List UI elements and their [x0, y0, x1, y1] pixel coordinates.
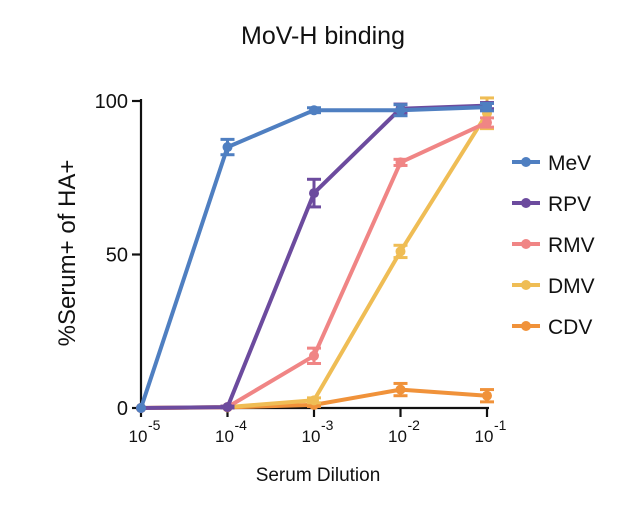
- x-tick-label-base: 10: [302, 427, 321, 446]
- x-tick-label-exponent: -1: [494, 417, 507, 433]
- data-point: [309, 395, 319, 406]
- legend-swatch-marker: [521, 239, 531, 249]
- x-tick-label-base: 10: [475, 427, 494, 446]
- legend: MeV RPV RMV DMV CDV: [512, 152, 595, 339]
- legend-item-mev: MeV: [512, 152, 591, 175]
- data-point: [136, 403, 146, 413]
- legend-swatch-marker: [521, 321, 531, 331]
- data-point: [222, 402, 233, 413]
- x-tick-label-base: 10: [388, 427, 407, 446]
- legend-label: DMV: [548, 275, 595, 298]
- legend-item-rmv: RMV: [512, 234, 595, 257]
- legend-label: RPV: [548, 193, 591, 216]
- data-point: [395, 246, 406, 257]
- data-point: [309, 105, 319, 116]
- x-tick-label-exponent: -4: [235, 417, 248, 433]
- y-tick-label: 0: [117, 398, 128, 420]
- legend-item-cdv: CDV: [512, 316, 592, 339]
- x-tick-label-exponent: -5: [148, 417, 161, 433]
- data-point: [309, 188, 319, 199]
- legend-swatch-marker: [521, 198, 531, 208]
- y-axis-label: %Serum+ of HA+: [54, 160, 81, 347]
- data-point: [222, 142, 233, 153]
- chart-title: MoV-H binding: [241, 22, 405, 50]
- legend-item-dmv: DMV: [512, 275, 595, 298]
- legend-label: RMV: [548, 234, 595, 257]
- legend-swatch-marker: [521, 280, 531, 290]
- legend-swatch-marker: [521, 157, 531, 167]
- data-point: [482, 102, 492, 113]
- series-line: [139, 120, 489, 410]
- data-point: [395, 105, 406, 116]
- x-tick-label-exponent: -2: [408, 417, 421, 433]
- legend-label: CDV: [548, 316, 592, 339]
- series-mev: [136, 101, 494, 413]
- x-axis-label: Serum Dilution: [256, 465, 381, 486]
- data-point: [309, 350, 319, 361]
- x-tick-label-base: 10: [215, 427, 234, 446]
- x-tick-label-base: 10: [129, 427, 148, 446]
- data-point: [395, 157, 406, 168]
- y-tick-label: 50: [106, 245, 128, 267]
- series-layer: [136, 96, 494, 413]
- legend-item-rpv: RPV: [512, 193, 591, 216]
- legend-label: MeV: [548, 152, 591, 175]
- x-tick-label-exponent: -3: [321, 417, 334, 433]
- y-tick-label: 100: [95, 91, 128, 113]
- data-point: [482, 390, 492, 401]
- data-point: [395, 384, 406, 395]
- data-point: [482, 117, 492, 128]
